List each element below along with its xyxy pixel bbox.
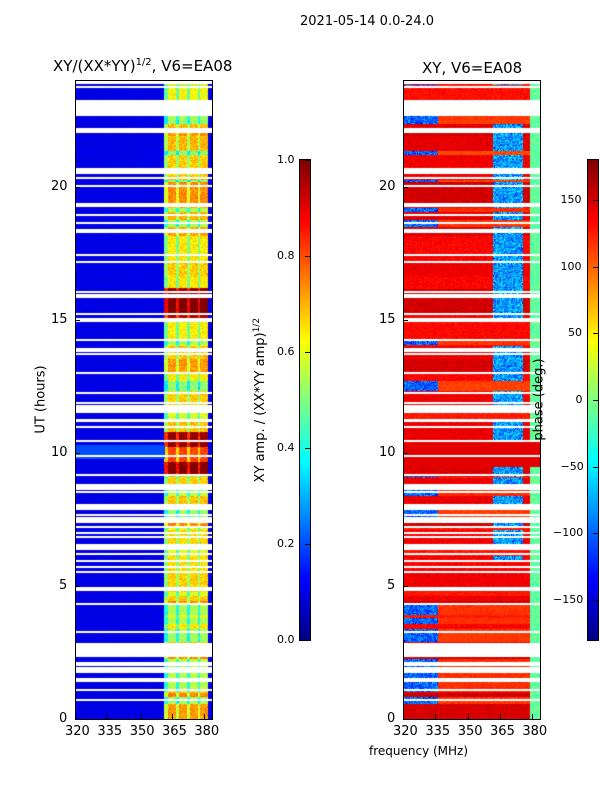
cb-tick-label: 50 <box>568 326 582 340</box>
y-tick-label: 20 <box>51 178 68 194</box>
x-tick-label: 335 <box>97 724 123 739</box>
cb-tick-mark <box>593 466 598 468</box>
cb-tick-label: 0.8 <box>277 249 295 262</box>
y-tick-mark <box>403 452 408 454</box>
x-tick-label: 320 <box>65 724 90 739</box>
y-tick-label: 15 <box>379 311 396 327</box>
y-tick-label: 15 <box>51 311 68 327</box>
y-tick-label: 5 <box>387 577 396 593</box>
cb-tick-label: 0.4 <box>277 441 295 454</box>
x-tick-label: 380 <box>194 724 220 739</box>
y-tick-mark <box>75 186 80 188</box>
cb-tick-mark <box>305 160 310 161</box>
y-tick-label: 20 <box>379 178 396 194</box>
left-title-sup: 1/2 <box>135 57 152 68</box>
cb-tick-mark <box>593 400 598 401</box>
phase-colorbar-label: phase (deg.) <box>531 358 547 441</box>
left-panel-title: XY/(XX*YY)1/2, V6=EA08 <box>53 57 232 75</box>
x-tick-label: 350 <box>457 724 483 739</box>
right-axes-frame <box>403 80 541 720</box>
y-tick-label: 0 <box>387 711 396 726</box>
cb-tick-mark <box>593 600 598 601</box>
cb-tick-mark <box>305 352 310 353</box>
x-tick-mark <box>204 714 206 719</box>
cb-tick-mark <box>305 448 310 449</box>
x-tick-mark <box>500 714 502 719</box>
cb-label-main: XY amp. / (XX*YY amp) <box>253 332 269 483</box>
amplitude-colorbar <box>300 160 310 640</box>
cb-tick-mark <box>593 200 598 201</box>
cb-tick-mark <box>593 266 598 268</box>
right-panel-title: XY, V6=EA08 <box>422 59 523 77</box>
amplitude-heatmap <box>75 80 212 719</box>
cb-tick-label: 100 <box>560 259 582 273</box>
left-title-main: XY/(XX*YY) <box>53 57 136 75</box>
suptitle: 2021-05-14 0.0-24.0 <box>300 14 434 29</box>
x-tick-label: 365 <box>162 724 187 739</box>
cb-tick-label: 150 <box>560 193 582 206</box>
y-tick-label: 10 <box>379 444 396 460</box>
y-tick-mark <box>403 719 408 720</box>
cb-tick-label: 0.2 <box>277 537 295 550</box>
y-tick-mark <box>403 585 408 587</box>
y-tick-label: 0 <box>59 711 68 726</box>
y-tick-mark <box>403 319 408 321</box>
cb-tick-label: −50 <box>560 459 584 473</box>
cb-tick-label: 0 <box>575 393 583 406</box>
y-tick-mark <box>75 585 80 587</box>
cb-label-sup: 1/2 <box>251 317 262 333</box>
y-tick-mark <box>403 186 408 188</box>
y-tick-mark <box>75 319 80 321</box>
xlabel: frequency (MHz) <box>369 744 469 758</box>
x-tick-mark <box>75 714 76 719</box>
y-tick-label: 5 <box>59 577 68 593</box>
x-tick-mark <box>172 714 174 719</box>
phase-heatmap <box>403 80 540 719</box>
cb-tick-mark <box>305 544 310 545</box>
amplitude-colorbar-frame <box>299 159 311 641</box>
phase-colorbar-frame <box>587 159 599 641</box>
cb-tick-mark <box>305 640 310 641</box>
amplitude-colorbar-label: XY amp. / (XX*YY amp)1/2 <box>252 310 268 490</box>
cb-tick-label: 0.6 <box>277 345 295 358</box>
y-tick-mark <box>75 452 80 454</box>
y-tick-label: 10 <box>51 444 68 460</box>
x-tick-label: 350 <box>129 724 155 739</box>
cb-tick-label: −100 <box>553 526 584 540</box>
x-tick-mark <box>435 714 437 719</box>
cb-tick-mark <box>305 256 310 257</box>
x-tick-label: 335 <box>425 724 451 739</box>
x-tick-mark <box>139 714 141 719</box>
x-tick-label: 365 <box>490 724 515 739</box>
cb-tick-label: −150 <box>553 593 584 606</box>
x-tick-mark <box>107 714 109 719</box>
cb-tick-label: 0.0 <box>277 633 295 646</box>
cb-tick-mark <box>593 333 598 335</box>
left-ylabel: UT (hours) <box>33 365 49 434</box>
x-tick-mark <box>467 714 469 719</box>
x-tick-mark <box>532 714 534 719</box>
x-tick-label: 380 <box>522 724 548 739</box>
x-tick-label: 320 <box>393 724 418 739</box>
cb-tick-mark <box>593 533 598 535</box>
left-title-tail: , V6=EA08 <box>151 57 233 75</box>
x-tick-mark <box>403 714 404 719</box>
cb-tick-label: 1.0 <box>277 153 295 166</box>
left-axes-frame <box>75 80 213 720</box>
y-tick-mark <box>75 719 80 720</box>
